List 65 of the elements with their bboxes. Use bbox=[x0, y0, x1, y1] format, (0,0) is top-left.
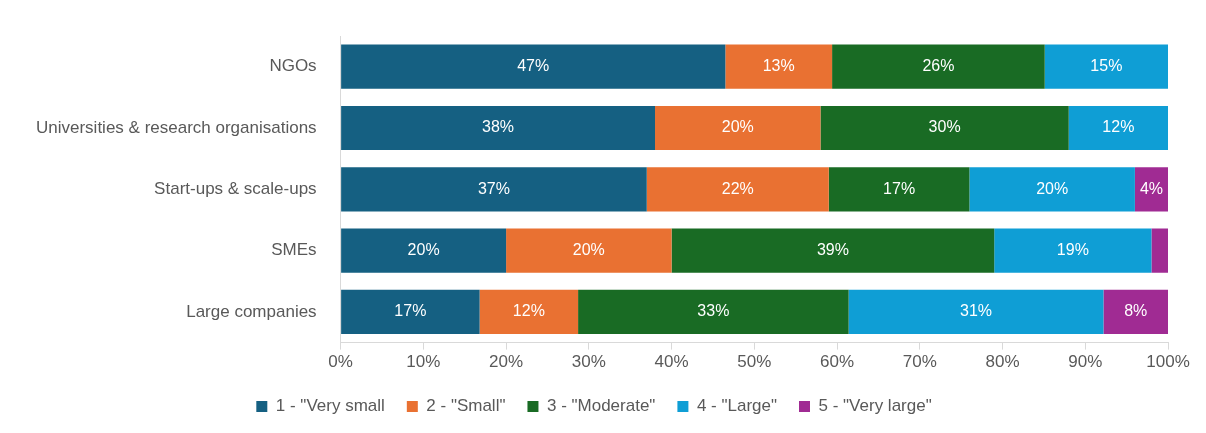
data-label: 17% bbox=[883, 179, 916, 197]
data-label: 20% bbox=[407, 241, 440, 259]
bar bbox=[341, 44, 726, 89]
bar bbox=[506, 228, 672, 273]
bar bbox=[828, 167, 970, 212]
data-label: 26% bbox=[922, 57, 955, 75]
x-tick-label: 20% bbox=[489, 352, 524, 372]
legend-label: 5 - "Very large" bbox=[818, 396, 932, 416]
legend-label: 1 - "Very small bbox=[275, 396, 385, 416]
data-label: 8% bbox=[1124, 302, 1148, 320]
bar bbox=[1151, 228, 1168, 273]
data-label: 37% bbox=[477, 179, 510, 197]
data-label: 20% bbox=[572, 241, 605, 259]
data-label: 30% bbox=[928, 118, 961, 136]
data-label: 15% bbox=[1090, 57, 1123, 75]
x-tick-label: 0% bbox=[328, 352, 353, 372]
legend-label: 4 - "Large" bbox=[696, 396, 778, 416]
bar bbox=[1068, 105, 1168, 151]
y-tick-label: Universities & research organisations bbox=[36, 117, 317, 137]
x-tick-label: 30% bbox=[571, 352, 606, 372]
data-label: 33% bbox=[697, 302, 730, 320]
x-tick-label: 90% bbox=[1068, 352, 1103, 372]
x-tick-label: 50% bbox=[737, 352, 772, 372]
y-tick-label: Start-ups & scale-ups bbox=[154, 178, 317, 198]
data-label: 31% bbox=[960, 302, 993, 320]
bar bbox=[994, 228, 1152, 273]
data-label: 20% bbox=[721, 118, 754, 136]
bar bbox=[820, 105, 1069, 151]
legend-label: 2 - "Small" bbox=[426, 396, 506, 416]
data-label: 13% bbox=[762, 57, 795, 75]
data-label: 19% bbox=[1056, 241, 1089, 259]
x-tick-label: 70% bbox=[902, 352, 937, 372]
bar bbox=[655, 105, 821, 151]
bar bbox=[341, 105, 656, 151]
bar bbox=[578, 289, 849, 335]
data-label: 39% bbox=[816, 241, 849, 259]
bar bbox=[969, 167, 1135, 212]
x-tick-label: 80% bbox=[985, 352, 1020, 372]
data-label: 20% bbox=[1036, 179, 1069, 197]
data-label: 47% bbox=[517, 57, 550, 75]
bar bbox=[341, 228, 507, 273]
bar bbox=[1103, 289, 1168, 335]
y-tick-label: SMEs bbox=[271, 240, 317, 260]
bar bbox=[725, 44, 833, 89]
x-tick-label: 40% bbox=[654, 352, 689, 372]
bar bbox=[848, 289, 1104, 335]
y-tick-label: NGOs bbox=[269, 56, 317, 76]
x-tick-label: 10% bbox=[406, 352, 441, 372]
data-label: 17% bbox=[394, 302, 427, 320]
bar bbox=[341, 167, 647, 212]
legend-label: 3 - "Moderate" bbox=[546, 396, 656, 416]
bar bbox=[832, 44, 1045, 89]
bar bbox=[341, 289, 480, 335]
bar bbox=[479, 289, 579, 335]
x-tick-label: 100% bbox=[1146, 352, 1190, 372]
data-label: 38% bbox=[482, 118, 515, 136]
data-label: 22% bbox=[721, 179, 754, 197]
y-tick-label: Large companies bbox=[186, 301, 317, 321]
data-label: 12% bbox=[512, 302, 545, 320]
bar bbox=[671, 228, 995, 273]
data-label: 12% bbox=[1102, 118, 1135, 136]
x-tick-label: 60% bbox=[820, 352, 855, 372]
data-label: 4% bbox=[1139, 179, 1164, 197]
bar bbox=[646, 167, 829, 212]
bar bbox=[1044, 44, 1168, 89]
